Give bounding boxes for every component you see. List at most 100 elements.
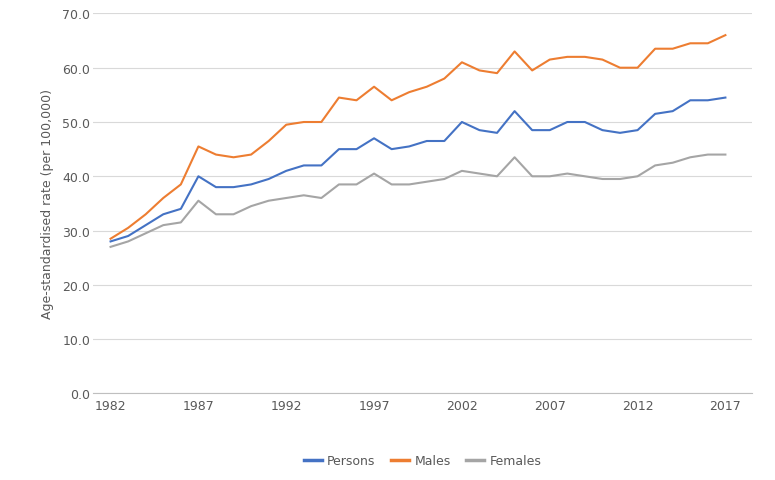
Females — [141, 231, 150, 237]
Legend: Persons, Males, Females: Persons, Males, Females — [298, 449, 546, 472]
Persons — [176, 206, 185, 212]
Y-axis label: Age-standardised rate (per 100,000): Age-standardised rate (per 100,000) — [41, 89, 54, 319]
Females — [686, 155, 695, 161]
Males — [405, 90, 414, 96]
Males — [492, 71, 501, 77]
Males — [545, 58, 554, 63]
Persons — [141, 223, 150, 228]
Females — [475, 171, 484, 177]
Males — [194, 144, 203, 150]
Persons — [352, 147, 361, 153]
Males — [563, 55, 572, 60]
Persons — [281, 168, 291, 174]
Persons — [246, 182, 256, 188]
Males — [176, 182, 185, 188]
Males — [528, 69, 537, 74]
Females — [212, 212, 221, 218]
Persons — [317, 163, 326, 169]
Females — [387, 182, 396, 188]
Females — [123, 239, 133, 245]
Persons — [563, 120, 572, 126]
Females — [668, 160, 677, 166]
Males — [212, 152, 221, 158]
Females — [106, 244, 115, 250]
Females — [176, 220, 185, 226]
Persons — [510, 109, 519, 115]
Persons — [457, 120, 467, 126]
Males — [370, 84, 379, 90]
Males — [334, 96, 343, 101]
Males — [721, 33, 730, 39]
Persons — [668, 109, 677, 115]
Females — [598, 177, 607, 182]
Females — [370, 171, 379, 177]
Persons — [194, 174, 203, 180]
Females — [229, 212, 238, 218]
Males — [598, 58, 607, 63]
Persons — [650, 112, 660, 118]
Males — [422, 84, 432, 90]
Females — [650, 163, 660, 169]
Males — [246, 152, 256, 158]
Persons — [229, 185, 238, 191]
Males — [229, 155, 238, 161]
Persons — [703, 98, 712, 104]
Females — [563, 171, 572, 177]
Persons — [106, 239, 115, 245]
Persons — [598, 128, 607, 134]
Males — [510, 49, 519, 55]
Males — [141, 212, 150, 218]
Females — [545, 174, 554, 180]
Line: Persons: Persons — [111, 98, 725, 242]
Persons — [545, 128, 554, 134]
Females — [352, 182, 361, 188]
Persons — [334, 147, 343, 153]
Females — [159, 223, 168, 228]
Persons — [721, 96, 730, 101]
Persons — [370, 136, 379, 142]
Females — [721, 152, 730, 158]
Persons — [475, 128, 484, 134]
Females — [457, 168, 467, 174]
Females — [615, 177, 625, 182]
Persons — [123, 234, 133, 240]
Males — [106, 236, 115, 242]
Males — [159, 196, 168, 202]
Persons — [387, 147, 396, 153]
Males — [123, 226, 133, 231]
Persons — [299, 163, 308, 169]
Persons — [159, 212, 168, 218]
Females — [528, 174, 537, 180]
Males — [580, 55, 590, 60]
Persons — [405, 144, 414, 150]
Females — [334, 182, 343, 188]
Persons — [212, 185, 221, 191]
Persons — [422, 139, 432, 144]
Males — [650, 47, 660, 52]
Males — [686, 41, 695, 47]
Males — [352, 98, 361, 104]
Persons — [264, 177, 274, 182]
Males — [281, 122, 291, 128]
Persons — [439, 139, 449, 144]
Females — [439, 177, 449, 182]
Males — [439, 76, 449, 82]
Persons — [686, 98, 695, 104]
Persons — [615, 131, 625, 136]
Males — [475, 69, 484, 74]
Females — [492, 174, 501, 180]
Females — [264, 198, 274, 204]
Males — [387, 98, 396, 104]
Males — [633, 66, 642, 72]
Males — [615, 66, 625, 72]
Males — [264, 139, 274, 144]
Females — [580, 174, 590, 180]
Line: Females: Females — [111, 155, 725, 247]
Females — [194, 198, 203, 204]
Males — [703, 41, 712, 47]
Females — [299, 193, 308, 199]
Females — [317, 196, 326, 202]
Females — [281, 196, 291, 202]
Females — [246, 204, 256, 210]
Males — [317, 120, 326, 126]
